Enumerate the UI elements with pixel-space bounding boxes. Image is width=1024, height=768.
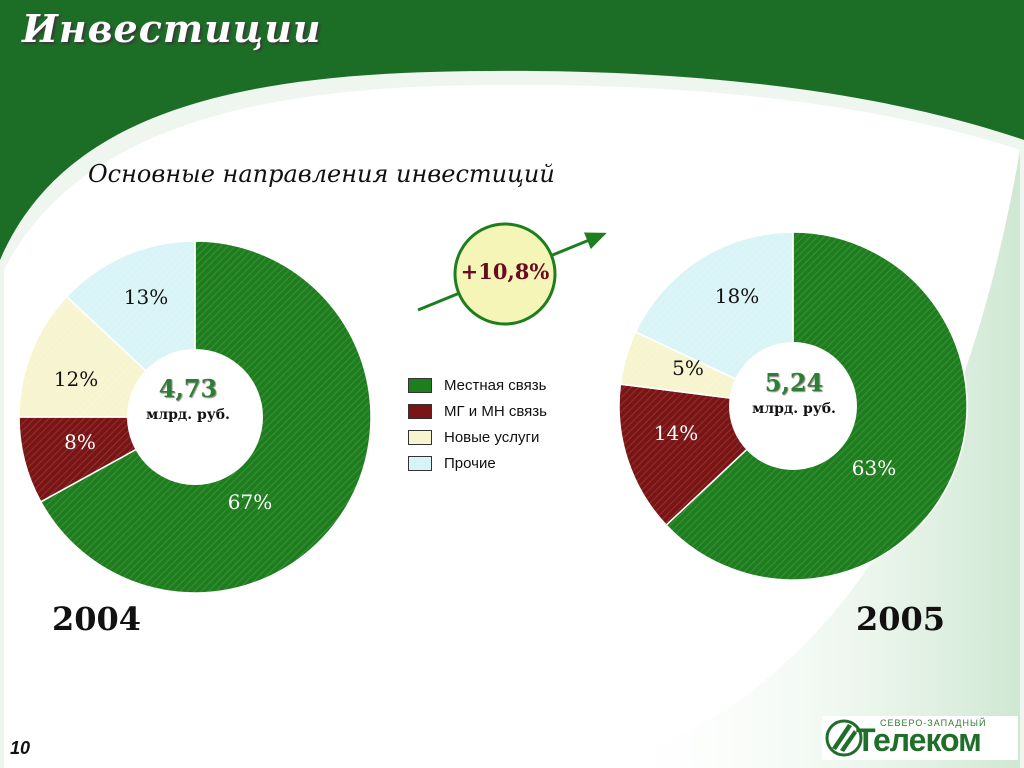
center-unit-2005: млрд. руб. [752, 401, 836, 417]
center-unit-2004: млрд. руб. [146, 407, 230, 423]
pie-slice-label-2005-0: 63% [852, 456, 896, 480]
year-label-2004: 2004 [52, 600, 142, 638]
legend-item: Местная связь [408, 372, 608, 398]
pie-slice-label-2004-0: 67% [228, 490, 272, 514]
legend-label: Местная связь [444, 376, 547, 394]
legend-swatch [408, 403, 432, 419]
legend-swatch [408, 455, 432, 471]
company-logo [822, 716, 1018, 760]
pie-slice-label-2005-1: 14% [654, 421, 698, 445]
page-subtitle: Основные направления инвестиций [88, 160, 555, 188]
pie-slice-label-2005-2: 5% [672, 356, 704, 380]
pie-center-hole-2005 [729, 342, 857, 470]
pie-slice-label-2005-3: 18% [715, 284, 759, 308]
growth-badge-label: +10,8% [460, 259, 550, 284]
logo-mark-icon [825, 719, 863, 757]
legend-swatch [408, 377, 432, 393]
pie-center-hole-2004 [127, 349, 263, 485]
legend-label: Новые услуги [444, 428, 540, 446]
pie-slice-label-2004-3: 13% [124, 285, 168, 309]
legend-label: МГ и МН связь [444, 402, 547, 420]
logo-small-text: СЕВЕРО-ЗАПАДНЫЙ [880, 718, 987, 728]
year-label-2005: 2005 [856, 600, 946, 638]
legend-item: Прочие [408, 450, 608, 476]
page-number: 10 [10, 738, 31, 758]
legend-item: Новые услуги [408, 424, 608, 450]
pie-slice-label-2004-2: 12% [54, 367, 98, 391]
legend-swatch [408, 429, 432, 445]
page-title: Инвестиции [22, 6, 322, 51]
growth-badge-circle [453, 222, 557, 326]
center-value-2005: 5,24 [764, 368, 824, 397]
legend: Местная связь МГ и МН связь Новые услуги… [408, 372, 608, 476]
legend-label: Прочие [444, 454, 496, 472]
logo-main-text: Телеком [856, 722, 982, 758]
legend-item: МГ и МН связь [408, 398, 608, 424]
pie-slice-label-2004-1: 8% [64, 430, 96, 454]
center-value-2004: 4,73 [158, 374, 218, 403]
